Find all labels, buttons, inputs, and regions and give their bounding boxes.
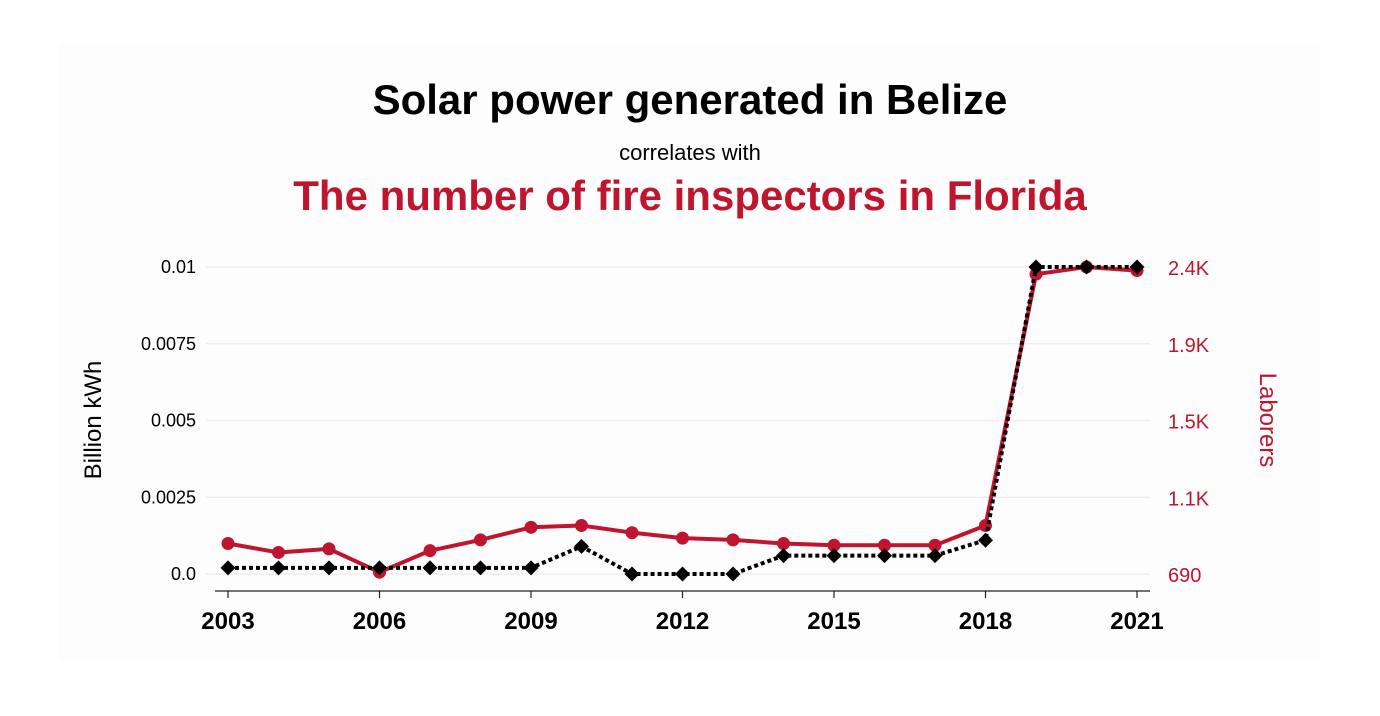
y-tick-right-label: 1.1K bbox=[1168, 488, 1210, 510]
data-point-fire-inspectors bbox=[878, 538, 891, 552]
data-point-fire-inspectors bbox=[423, 544, 437, 558]
label-layer: 0.0 690 0.0025 1.1K 0.005 1.5K 0.0075 1.9K 0.01 2… bbox=[80, 257, 1281, 635]
data-point-solar-power bbox=[372, 560, 387, 576]
data-point-solar-power bbox=[321, 560, 337, 576]
data-point-solar-power bbox=[725, 566, 741, 582]
x-tick-label: 2006 bbox=[353, 608, 406, 635]
y-axis-left-title: Billion kWh bbox=[80, 361, 107, 480]
chart-panel bbox=[58, 42, 1320, 662]
data-point-fire-inspectors bbox=[524, 520, 538, 534]
data-point-solar-power bbox=[927, 548, 943, 564]
data-point-fire-inspectors bbox=[928, 538, 942, 552]
data-point-solar-power bbox=[978, 532, 993, 548]
x-tick-label: 2015 bbox=[807, 608, 860, 635]
data-point-fire-inspectors bbox=[474, 533, 487, 547]
data-point-solar-power bbox=[675, 566, 690, 582]
chart-subtitle: correlates with bbox=[619, 140, 761, 165]
data-point-solar-power bbox=[574, 538, 589, 554]
x-tick-label: 2021 bbox=[1110, 608, 1163, 635]
y-tick-left-label: 0.005 bbox=[151, 411, 196, 431]
data-point-fire-inspectors bbox=[625, 526, 639, 540]
x-tick-label: 2009 bbox=[504, 608, 557, 635]
data-point-solar-power bbox=[826, 548, 842, 564]
data-point-fire-inspectors bbox=[726, 533, 740, 547]
data-point-solar-power bbox=[776, 548, 791, 564]
chart-title-secondary: The number of fire inspectors in Florida bbox=[293, 172, 1087, 219]
data-point-solar-power bbox=[1129, 259, 1145, 275]
data-point-fire-inspectors bbox=[827, 538, 841, 552]
data-point-fire-inspectors bbox=[221, 536, 235, 550]
x-tick-label: 2003 bbox=[201, 608, 254, 635]
x-tick-label: 2018 bbox=[959, 608, 1012, 635]
chart-title: Solar power generated in Belize bbox=[372, 76, 1008, 123]
data-point-solar-power bbox=[523, 560, 539, 576]
series-layer bbox=[220, 259, 1145, 582]
data-point-solar-power bbox=[877, 548, 892, 564]
y-tick-left-label: 0.0075 bbox=[141, 334, 196, 354]
data-point-fire-inspectors bbox=[676, 531, 689, 545]
y-tick-right-label: 690 bbox=[1168, 565, 1201, 587]
y-tick-left-label: 0.01 bbox=[161, 257, 196, 277]
data-point-solar-power bbox=[473, 560, 488, 576]
y-axis-right-title: Laborers bbox=[1254, 373, 1281, 468]
y-tick-left-label: 0.0 bbox=[171, 564, 196, 584]
data-point-fire-inspectors bbox=[322, 542, 336, 556]
y-tick-right-label: 2.4K bbox=[1168, 258, 1210, 280]
data-point-solar-power bbox=[1079, 259, 1094, 275]
series-line-fire-inspectors bbox=[227, 265, 1138, 575]
data-point-solar-power bbox=[220, 560, 236, 576]
axis-layer bbox=[215, 590, 1150, 598]
y-tick-right-label: 1.9K bbox=[1168, 335, 1210, 357]
data-point-solar-power bbox=[422, 560, 438, 576]
x-tick-label: 2012 bbox=[656, 608, 709, 635]
data-point-solar-power bbox=[624, 566, 640, 582]
data-point-fire-inspectors bbox=[575, 519, 588, 533]
y-tick-right-label: 1.5K bbox=[1168, 412, 1210, 434]
y-tick-left-label: 0.0025 bbox=[141, 487, 196, 507]
data-point-fire-inspectors bbox=[777, 536, 790, 550]
data-point-solar-power bbox=[1028, 259, 1044, 275]
data-point-solar-power bbox=[271, 560, 286, 576]
data-point-fire-inspectors bbox=[272, 545, 285, 559]
